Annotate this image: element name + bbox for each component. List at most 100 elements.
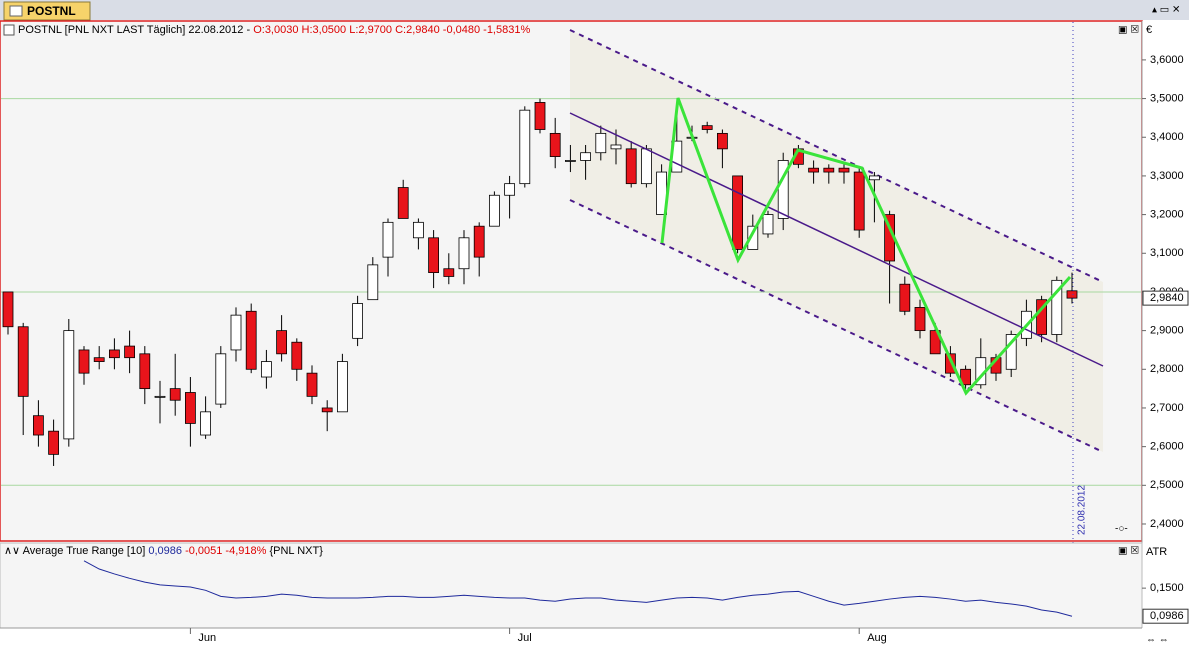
candle-body [838, 167, 850, 173]
candle-body [443, 268, 455, 277]
candle-body [1005, 334, 1017, 370]
y-tick-label: 3,2000 [1150, 209, 1184, 221]
candle-body [245, 310, 257, 370]
candle-body [914, 307, 926, 332]
date-marker-label: 22.08.2012 [1077, 485, 1088, 535]
candle-body [230, 314, 242, 351]
candle-body [33, 415, 44, 436]
atr-change: -0,0051 -4,918% [185, 545, 267, 557]
atr-current: 0,0986 [148, 545, 182, 557]
candle-body [580, 152, 591, 161]
candle-body [109, 349, 120, 359]
y-tick-label: 2,9000 [1150, 325, 1184, 337]
candle-body [276, 330, 288, 355]
candle-body [428, 237, 440, 274]
atr-panel-controls[interactable]: ▣ ☒ [1118, 546, 1139, 557]
candle-body [336, 361, 348, 413]
candle-body [169, 388, 181, 401]
candle-body [2, 291, 14, 328]
scroll-handle[interactable]: -○- [1115, 524, 1128, 535]
candle-body [139, 353, 151, 390]
window-control-icons[interactable]: ▴ ▭ ✕ [1152, 5, 1180, 16]
candle-body [1051, 279, 1063, 335]
window-controls[interactable] [1145, 4, 1185, 16]
y-tick-label: 2,4000 [1150, 518, 1184, 530]
candle-body [367, 264, 379, 301]
atr-header: ∧∨ Average True Range [10] 0,0986 -0,005… [4, 545, 323, 557]
candle-body [625, 148, 637, 185]
candle-body [504, 183, 516, 196]
candle-body [565, 160, 576, 162]
candle-body [717, 132, 728, 150]
trend-line [569, 112, 1104, 367]
candle-body [382, 221, 394, 258]
candle-body [397, 187, 409, 219]
candle-body [124, 345, 135, 359]
candle-body [93, 357, 105, 362]
candle-body [200, 411, 212, 436]
candle-body [641, 148, 652, 185]
y-tick-label: 2,7000 [1150, 402, 1184, 414]
zoom-controls[interactable]: ⇔ ⇔ [1146, 635, 1169, 646]
candle-body [352, 303, 364, 339]
ohlc-text: O:3,0030 H:3,0500 L:2,9700 C:2,9840 -0,0… [253, 24, 530, 36]
channel-fill [570, 30, 1103, 452]
candle-body [17, 326, 29, 397]
candle-body [732, 175, 743, 250]
candle-body [960, 368, 971, 386]
candle-body [184, 392, 196, 424]
last-value-tag [1142, 290, 1189, 306]
candle-body [306, 372, 318, 397]
axis-unit: € [1146, 24, 1152, 36]
candle-body [701, 125, 713, 130]
y-tick-label: 3,6000 [1150, 54, 1184, 66]
candle-body [78, 349, 90, 374]
candle-body [899, 283, 911, 312]
candle-body [1066, 290, 1078, 299]
candle-body [63, 330, 75, 440]
candle-body [762, 214, 774, 235]
time-axis [0, 628, 1189, 653]
candle-body [215, 353, 227, 405]
tab-icon [9, 5, 23, 17]
chart-title-main: POSTNL [PNL NXT LAST Täglich] 22.08.2012… [18, 24, 250, 36]
tab[interactable] [3, 1, 91, 21]
candle-body [610, 144, 622, 150]
tab-bar [0, 0, 1189, 20]
last-value-label: 2,9840 [1150, 292, 1184, 304]
last-value-tag [1142, 608, 1189, 624]
y-tick-label: 2,5000 [1150, 479, 1184, 491]
y-tick-label: 3,3000 [1150, 170, 1184, 182]
atr-title: Average True Range [10] [23, 545, 146, 557]
chart-title: POSTNL [PNL NXT LAST Täglich] 22.08.2012… [18, 24, 530, 36]
candle-body [321, 407, 333, 413]
candle-body [488, 194, 500, 227]
candle-body [869, 175, 880, 181]
tab-label[interactable]: POSTNL [27, 4, 76, 18]
candle-body [929, 330, 941, 355]
atr-source: {PNL NXT} [269, 545, 323, 557]
y-tick-label: 2,8000 [1150, 363, 1184, 375]
x-tick-label: Jun [198, 632, 216, 644]
candle-body [945, 353, 956, 374]
candle-body [473, 225, 485, 258]
candle-body [154, 395, 166, 398]
candles [1, 98, 1141, 486]
zigzag [660, 97, 1072, 396]
candle-body [260, 361, 272, 378]
legend-icon [3, 24, 15, 36]
candle-body [595, 132, 607, 154]
panel-controls[interactable]: ▣ ☒ [1118, 25, 1139, 36]
candle-body [777, 160, 789, 219]
candle-body [808, 167, 819, 173]
y-tick-label: 3,4000 [1150, 131, 1184, 143]
candle-body [1036, 299, 1047, 335]
candle-body [519, 109, 531, 185]
channel-upper [569, 29, 1104, 283]
y-tick-label: 2,6000 [1150, 441, 1184, 453]
candle-body [48, 430, 59, 455]
candle-body [291, 341, 303, 370]
y-tick-label: 3,1000 [1150, 247, 1184, 259]
y-tick-label: 0,1500 [1150, 582, 1184, 594]
